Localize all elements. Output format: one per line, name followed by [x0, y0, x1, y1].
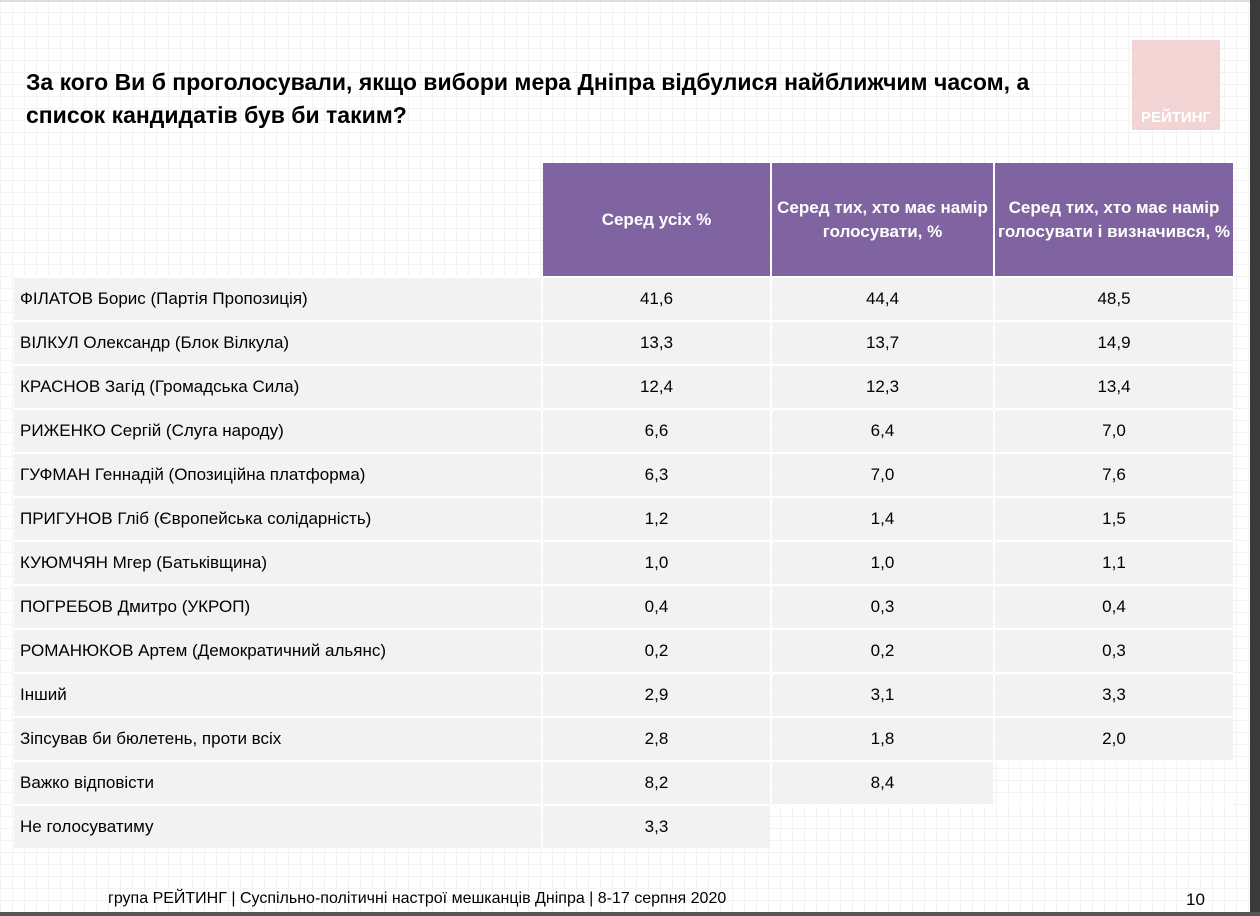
window-edge [1250, 0, 1260, 916]
cell-value: 8,4 [772, 760, 993, 804]
header-intend: Серед тих, хто має намір голосувати, % [772, 163, 993, 276]
cell-value: 1,0 [543, 540, 770, 584]
results-table: Серед усіх % Серед тих, хто має намір го… [12, 163, 1235, 848]
cell-value: 0,2 [543, 628, 770, 672]
slide-title: За кого Ви б проголосували, якщо вибори … [26, 69, 1030, 128]
table-row: РОМАНЮКОВ Артем (Демократичний альянс) 0,… [14, 628, 1233, 672]
footer-text: група РЕЙТИНГ | Суспільно-політичні наст… [108, 890, 727, 907]
cell-value: 2,0 [995, 716, 1233, 760]
cell-value [995, 760, 1233, 804]
row-label: КРАСНОВ Загід (Громадська Сила) [14, 364, 541, 408]
row-label: РОМАНЮКОВ Артем (Демократичний альянс) [14, 628, 541, 672]
page-number: 10 [1186, 890, 1205, 909]
table-row: КРАСНОВ Загід (Громадська Сила) 12,4 12,3 1… [14, 364, 1233, 408]
cell-value: 13,7 [772, 320, 993, 364]
header-decided: Серед тих, хто має намір голосувати і ви… [995, 163, 1233, 276]
row-label: ПОГРЕБОВ Дмитро (УКРОП) [14, 584, 541, 628]
row-label: РИЖЕНКО Сергій (Слуга народу) [14, 408, 541, 452]
table-row: РИЖЕНКО Сергій (Слуга народу) 6,6 6,4 7,0 [14, 408, 1233, 452]
table-row: Не голосуватиму 3,3 [14, 804, 1233, 848]
cell-value: 6,4 [772, 408, 993, 452]
row-label: ПРИГУНОВ Гліб (Європейська солідарність) [14, 496, 541, 540]
cell-value: 1,2 [543, 496, 770, 540]
cell-value: 1,5 [995, 496, 1233, 540]
top-border [0, 0, 1260, 2]
row-label: Не голосуватиму [14, 804, 541, 848]
table-row: ПОГРЕБОВ Дмитро (УКРОП) 0,4 0,3 0,4 [14, 584, 1233, 628]
cell-value: 7,0 [772, 452, 993, 496]
cell-value: 41,6 [543, 276, 770, 320]
row-label: Зіпсував би бюлетень, проти всіх [14, 716, 541, 760]
row-label: ФІЛАТОВ Борис (Партія Пропозиція) [14, 276, 541, 320]
header-row: Серед усіх % Серед тих, хто має намір го… [14, 163, 1233, 276]
table-row: ФІЛАТОВ Борис (Партія Пропозиція) 41,6 44,… [14, 276, 1233, 320]
table-row: ГУФМАН Геннадій (Опозиційна платформа) 6,… [14, 452, 1233, 496]
header-blank [14, 163, 541, 276]
cell-value: 0,3 [772, 584, 993, 628]
cell-value: 0,4 [995, 584, 1233, 628]
row-label: КУЮМЧЯН Мгер (Батьківщина) [14, 540, 541, 584]
cell-value: 7,6 [995, 452, 1233, 496]
cell-value: 13,3 [543, 320, 770, 364]
cell-value: 0,3 [995, 628, 1233, 672]
cell-value: 0,2 [772, 628, 993, 672]
cell-value: 1,1 [995, 540, 1233, 584]
row-label: Важко відповісти [14, 760, 541, 804]
cell-value: 12,4 [543, 364, 770, 408]
table-row: ВІЛКУЛ Олександр (Блок Вілкула) 13,3 13,7 1… [14, 320, 1233, 364]
logo-text: РЕЙТИНГ [1140, 109, 1212, 126]
table-row: Зіпсував би бюлетень, проти всіх 2,8 1,8 2,… [14, 716, 1233, 760]
cell-value: 7,0 [995, 408, 1233, 452]
cell-value: 13,4 [995, 364, 1233, 408]
table-row: Важко відповісти 8,2 8,4 [14, 760, 1233, 804]
cell-value: 2,8 [543, 716, 770, 760]
table-row: ПРИГУНОВ Гліб (Європейська солідарність)… [14, 496, 1233, 540]
bottom-border [0, 912, 1260, 916]
cell-value: 2,9 [543, 672, 770, 716]
cell-value: 48,5 [995, 276, 1233, 320]
table-row: КУЮМЧЯН Мгер (Батьківщина) 1,0 1,0 1,1 [14, 540, 1233, 584]
cell-value: 1,4 [772, 496, 993, 540]
cell-value [772, 804, 993, 848]
cell-value: 14,9 [995, 320, 1233, 364]
cell-value: 3,3 [995, 672, 1233, 716]
cell-value: 6,3 [543, 452, 770, 496]
row-label: ГУФМАН Геннадій (Опозиційна платформа) [14, 452, 541, 496]
cell-value: 0,4 [543, 584, 770, 628]
cell-value: 12,3 [772, 364, 993, 408]
cell-value: 1,0 [772, 540, 993, 584]
cell-value [995, 804, 1233, 848]
table-row: Інший 2,9 3,1 3,3 [14, 672, 1233, 716]
cell-value: 8,2 [543, 760, 770, 804]
cell-value: 44,4 [772, 276, 993, 320]
row-label: ВІЛКУЛ Олександр (Блок Вілкула) [14, 320, 541, 364]
cell-value: 6,6 [543, 408, 770, 452]
header-all: Серед усіх % [543, 163, 770, 276]
row-label: Інший [14, 672, 541, 716]
cell-value: 1,8 [772, 716, 993, 760]
cell-value: 3,1 [772, 672, 993, 716]
reyting-logo: РЕЙТИНГ [1132, 40, 1220, 130]
cell-value: 3,3 [543, 804, 770, 848]
